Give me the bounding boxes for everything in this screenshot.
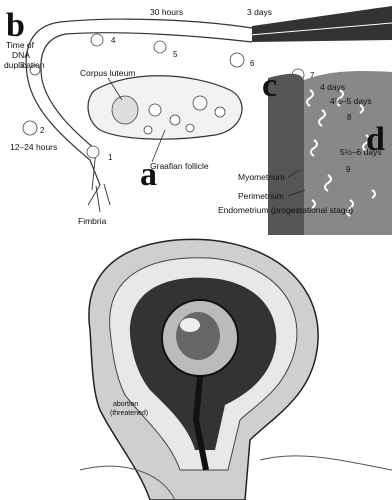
stage-number: 3: [20, 61, 25, 70]
letter: c: [262, 67, 277, 104]
time-label: Time of: [6, 40, 35, 50]
myometrium: [268, 73, 304, 236]
stage-number: 6: [250, 59, 255, 68]
uterine-tube: [25, 18, 253, 213]
time-label: 12–24 hours: [10, 142, 57, 152]
letter: a: [140, 156, 157, 193]
anatomy-label: Fimbria: [78, 216, 107, 226]
time-label: DNA: [12, 50, 30, 60]
anatomy-label: Myometrium: [238, 172, 285, 182]
uterine-cavity-wall: [252, 6, 392, 42]
time-label: 4 days: [320, 82, 345, 92]
leader-lines: [107, 77, 306, 197]
stage-number: 2: [40, 126, 45, 135]
stage-number: 4: [111, 36, 116, 45]
letter: d: [366, 121, 385, 158]
follicles: [111, 95, 226, 135]
caption: (threatened): [110, 410, 148, 417]
time-label: 4½–5 days: [330, 96, 372, 106]
uterus-section: [79, 238, 392, 500]
time-label: 5½–6 days: [340, 147, 382, 157]
caption: abortion: [113, 401, 138, 408]
letter: b: [6, 7, 25, 44]
stage-number: 9: [346, 165, 351, 174]
stage-number: 1: [108, 153, 113, 162]
cavity: [249, 22, 392, 36]
stage-number: 7: [310, 71, 315, 80]
anatomy-label: Corpus luteum: [80, 68, 135, 78]
time-label: 30 hours: [150, 7, 183, 17]
endometrium: [304, 70, 392, 235]
anatomy-label: Perimetrium: [238, 191, 284, 201]
stage-number: 5: [173, 50, 178, 59]
glands: [306, 89, 376, 217]
anatomy-label: Graafian follicle: [150, 161, 209, 171]
stage-number: 8: [347, 113, 352, 122]
anatomy-label: Endometrium (progestational stage): [218, 205, 353, 215]
ova: [22, 33, 344, 175]
time-label: 3 days: [247, 7, 272, 17]
time-label: duplication: [4, 60, 45, 70]
